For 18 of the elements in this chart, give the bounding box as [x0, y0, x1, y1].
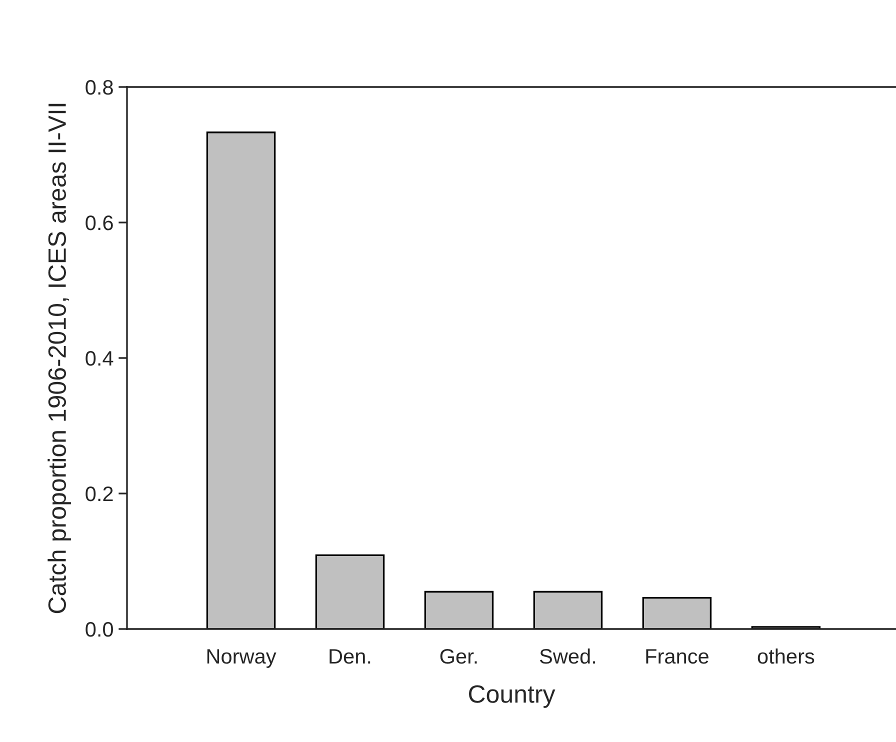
x-tick-label: France — [646, 649, 708, 664]
y-tick-label: 0.0 — [86, 622, 113, 637]
x-tick-label: Norway — [207, 649, 276, 668]
y-axis-title: Catch proportion 1906-2010, ICES areas II-VII — [48, 104, 71, 614]
x-tick-label: others — [758, 648, 814, 664]
bar — [533, 590, 603, 629]
x-tick-label: Den. — [330, 649, 370, 664]
x-tick-label: Swed. — [540, 648, 596, 664]
x-axis-title: Country — [469, 685, 556, 708]
bar — [315, 554, 385, 629]
bar — [424, 590, 494, 629]
y-tick-label: 0.8 — [86, 80, 113, 95]
x-tick-label: Ger. — [440, 648, 477, 664]
bar — [642, 597, 712, 629]
y-tick-label: 0.4 — [86, 351, 114, 366]
y-tick-label: 0.2 — [86, 486, 113, 502]
bar — [206, 132, 276, 629]
y-tick-label: 0.6 — [86, 216, 113, 230]
